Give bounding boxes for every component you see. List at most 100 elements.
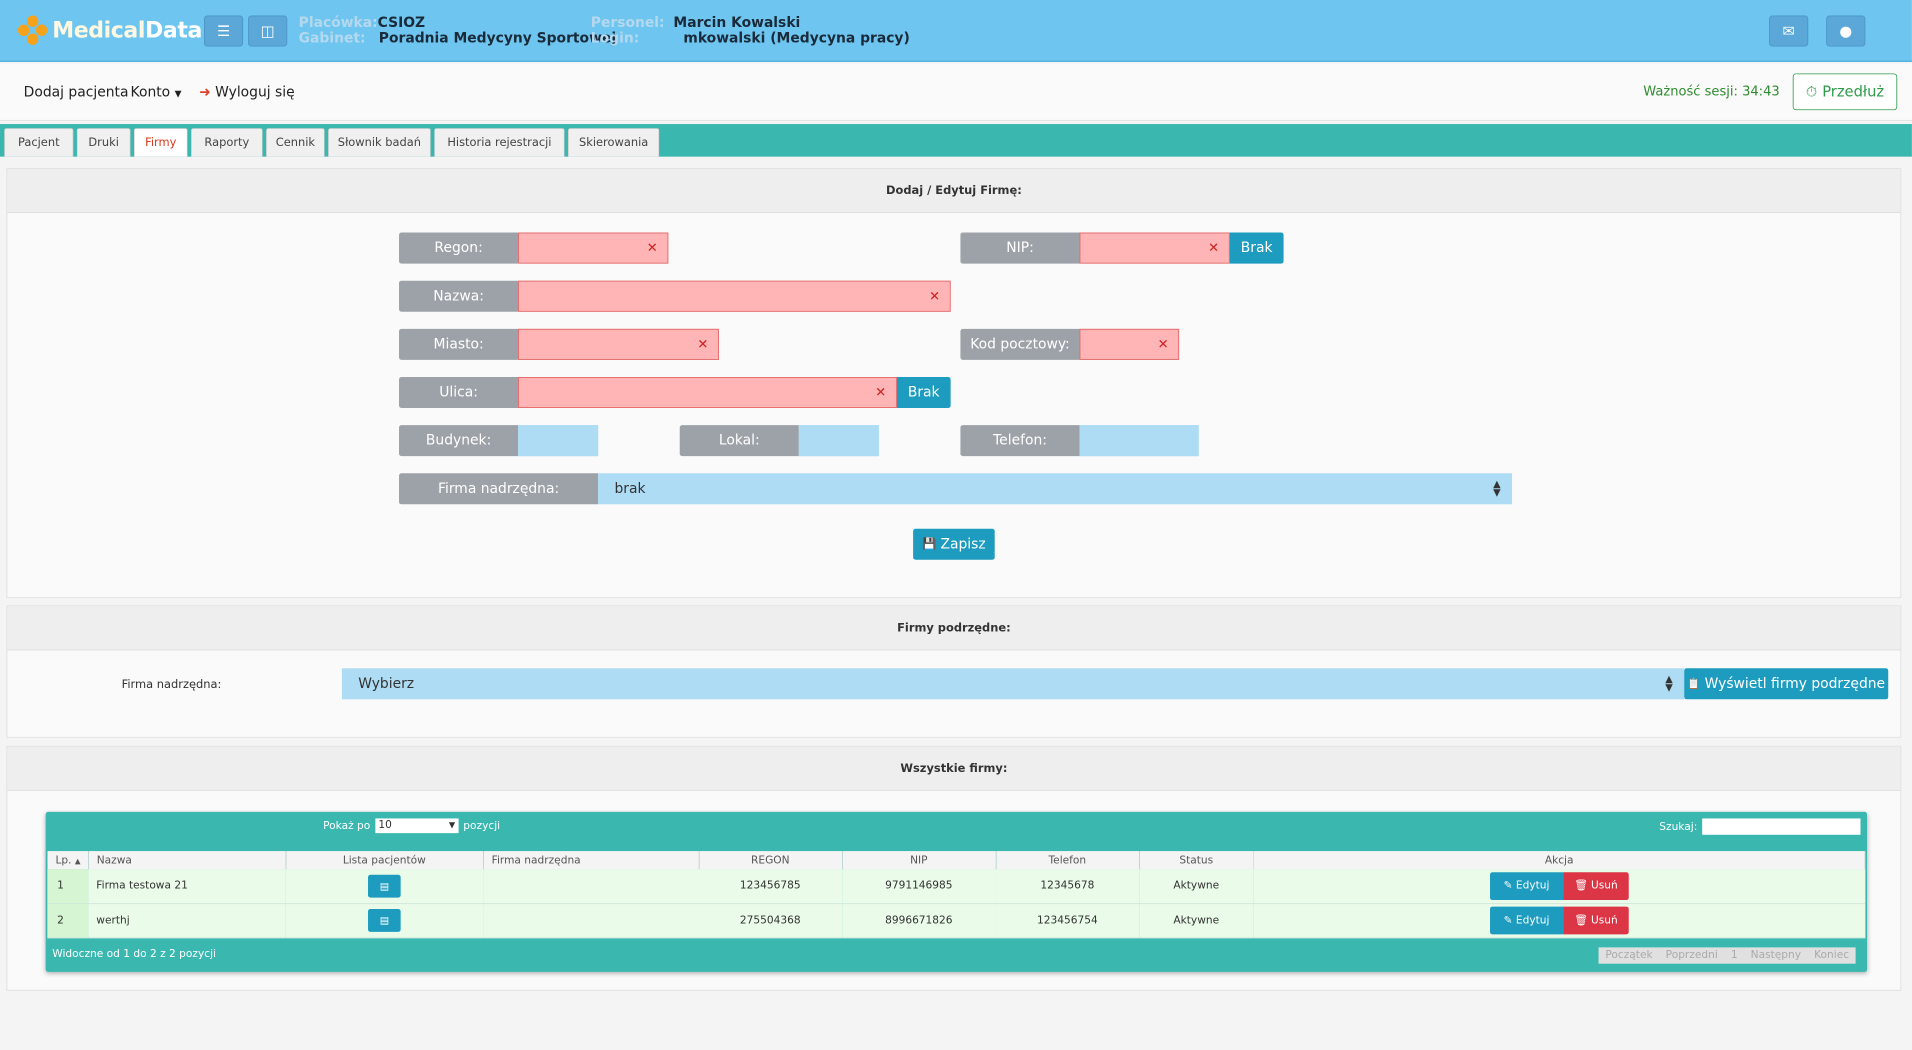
clear-icon[interactable]: ✕ [875,384,887,400]
column-header[interactable]: Nazwa [88,851,287,870]
search-input[interactable] [1702,818,1861,835]
delete-button[interactable]: 🗑 Usuń [1563,906,1629,935]
sort-asc-icon: ▲ [74,857,81,866]
column-header[interactable]: Lista pacjentów [285,851,484,870]
cell-lp: 1 [47,869,89,904]
tab-raporty[interactable]: Raporty [190,128,263,157]
firma-nadrzedna-select[interactable]: brak ▲ ▼ [598,473,1513,505]
edit-button[interactable]: ✎ Edytuj [1489,906,1564,935]
trash-icon: 🗑 [1574,879,1588,893]
tab-pacjent[interactable]: Pacjent [4,128,74,157]
tab-firmy[interactable]: Firmy [133,128,188,157]
clear-icon[interactable]: ✕ [1208,239,1220,256]
tabs-bar: Pacjent Druki Firmy Raporty Cennik Słown… [0,124,1912,157]
pager-prev[interactable]: Poprzedni [1665,949,1718,962]
cell-status: Aktywne [1139,869,1254,904]
all-companies-title: Wszystkie firmy: [7,746,1901,791]
layout-toggle-button[interactable]: ◫ [248,15,288,47]
nip-brak-button[interactable]: Brak [1229,232,1284,264]
user-profile-button[interactable]: ● [1826,15,1866,47]
telefon-field: Telefon: [960,425,1199,457]
table-row: 2 werthj ▤ 275504368 8996671826 12345675… [47,903,1865,938]
subsidiary-title: Firmy podrzędne: [7,606,1901,651]
session-timer: Ważność sesji: 34:43 [1643,83,1780,99]
edit-button[interactable]: ✎ Edytuj [1489,872,1564,900]
user-info: Personel: Marcin Kowalski Login: mkowals… [590,14,910,47]
budynek-input[interactable] [518,425,599,457]
tab-historia-rejestracji[interactable]: Historia rejestracji [434,128,565,157]
clear-icon[interactable]: ✕ [1157,336,1169,352]
column-header[interactable]: Telefon [995,851,1140,870]
all-companies-panel: Wszystkie firmy: Pokaż po 10 ▼ pozycji Sz… [6,745,1902,991]
cell-actions: ✎ Edytuj 🗑 Usuń [1253,903,1865,938]
cell-nip: 8996671826 [842,903,996,938]
clear-icon[interactable]: ✕ [646,239,658,256]
columns-icon: ◫ [260,22,275,40]
company-form-title: Dodaj / Edytuj Firmę: [7,168,1901,213]
cell-actions: ✎ Edytuj 🗑 Usuń [1253,869,1865,904]
account-dropdown[interactable]: Konto ▼ [130,84,182,101]
caret-down-icon: ▼ [174,88,182,99]
cell-patient-list: ▤ [285,903,484,938]
cell-patient-list: ▤ [285,869,484,904]
column-header[interactable]: Firma nadrzędna [483,851,699,870]
clipboard-icon: 📋 [1687,677,1701,690]
show-subsidiaries-button[interactable]: 📋 Wyświetl firmy podrzędne [1684,668,1889,700]
tab-skierowania[interactable]: Skierowania [567,128,660,157]
pager-page[interactable]: 1 [1730,949,1738,962]
kod-pocztowy-field: Kod pocztowy: ✕ [960,328,1180,360]
column-header[interactable]: NIP [842,851,996,870]
menu-toggle-button[interactable]: ☰ [204,15,244,47]
messages-button[interactable]: ✉ [1769,15,1809,47]
menu-bar: Dodaj pacjenta Konto ▼ ➜ Wyloguj się Waż… [0,63,1912,121]
nip-input[interactable]: ✕ [1079,232,1230,264]
table-row: 1 Firma testowa 21 ▤ 123456785 979114698… [47,869,1865,904]
sort-arrows-icon: ▲ ▼ [1493,478,1501,498]
cell-parent [483,869,699,904]
save-button[interactable]: 💾 Zapisz [913,528,995,560]
miasto-input[interactable]: ✕ [518,328,719,360]
telefon-input[interactable] [1079,425,1199,457]
cell-nazwa: Firma testowa 21 [88,869,286,904]
nazwa-input[interactable]: ✕ [518,280,951,312]
pager-first[interactable]: Początek [1605,949,1653,962]
tab-slownik-badan[interactable]: Słownik badań [328,128,431,157]
list-icon: ☰ [216,22,231,40]
column-header[interactable]: REGON [698,851,843,870]
regon-input[interactable]: ✕ [518,232,669,264]
regon-field: Regon: ✕ [399,232,669,264]
logo[interactable]: MedicalData [17,15,202,46]
envelope-icon: ✉ [1782,22,1795,40]
patient-list-button[interactable]: ▤ [368,909,401,932]
firma-nadrzedna-field: Firma nadrzędna: brak ▲ ▼ [399,473,1513,505]
kod-pocztowy-input[interactable]: ✕ [1079,328,1180,360]
nip-field: NIP: ✕ Brak [960,232,1284,264]
tab-cennik[interactable]: Cennik [266,128,325,157]
column-header[interactable]: Lp. ▲ [47,851,89,870]
logout-link[interactable]: ➜ Wyloguj się [199,84,295,101]
column-header[interactable]: Status [1139,851,1254,870]
add-patient-link[interactable]: Dodaj pacjenta [23,84,129,101]
tab-druki[interactable]: Druki [76,128,131,157]
ulica-input[interactable]: ✕ [518,376,897,408]
top-bar: MedicalData ☰ ◫ Placówka:CSIOZ Gabinet: … [0,0,1912,63]
extend-session-button[interactable]: ⏱ Przedłuż [1792,73,1898,111]
subsidiary-parent-select[interactable]: Wybierz ▲ ▼ [341,668,1685,700]
pager-next[interactable]: Następny [1750,949,1802,962]
delete-button[interactable]: 🗑 Usuń [1563,872,1629,900]
edit-icon: ✎ [1503,914,1513,927]
companies-table-wrapper: Pokaż po 10 ▼ pozycji Szukaj: Lp. ▲ Nazwa… [45,811,1868,972]
clear-icon[interactable]: ✕ [697,336,709,352]
pager-last[interactable]: Koniec [1814,949,1850,962]
cell-status: Aktywne [1139,903,1254,938]
stopwatch-icon: ⏱ [1805,83,1818,101]
patient-list-button[interactable]: ▤ [368,874,401,898]
clear-icon[interactable]: ✕ [929,288,941,304]
ulica-brak-button[interactable]: Brak [896,376,951,408]
page-size-select[interactable]: 10 ▼ [375,818,459,834]
save-icon: 💾 [922,537,937,551]
cell-telefon: 123456754 [995,903,1140,938]
cell-nazwa: werthj [88,903,286,938]
lokal-input[interactable] [798,425,879,457]
clipboard-icon: ▤ [379,880,389,892]
